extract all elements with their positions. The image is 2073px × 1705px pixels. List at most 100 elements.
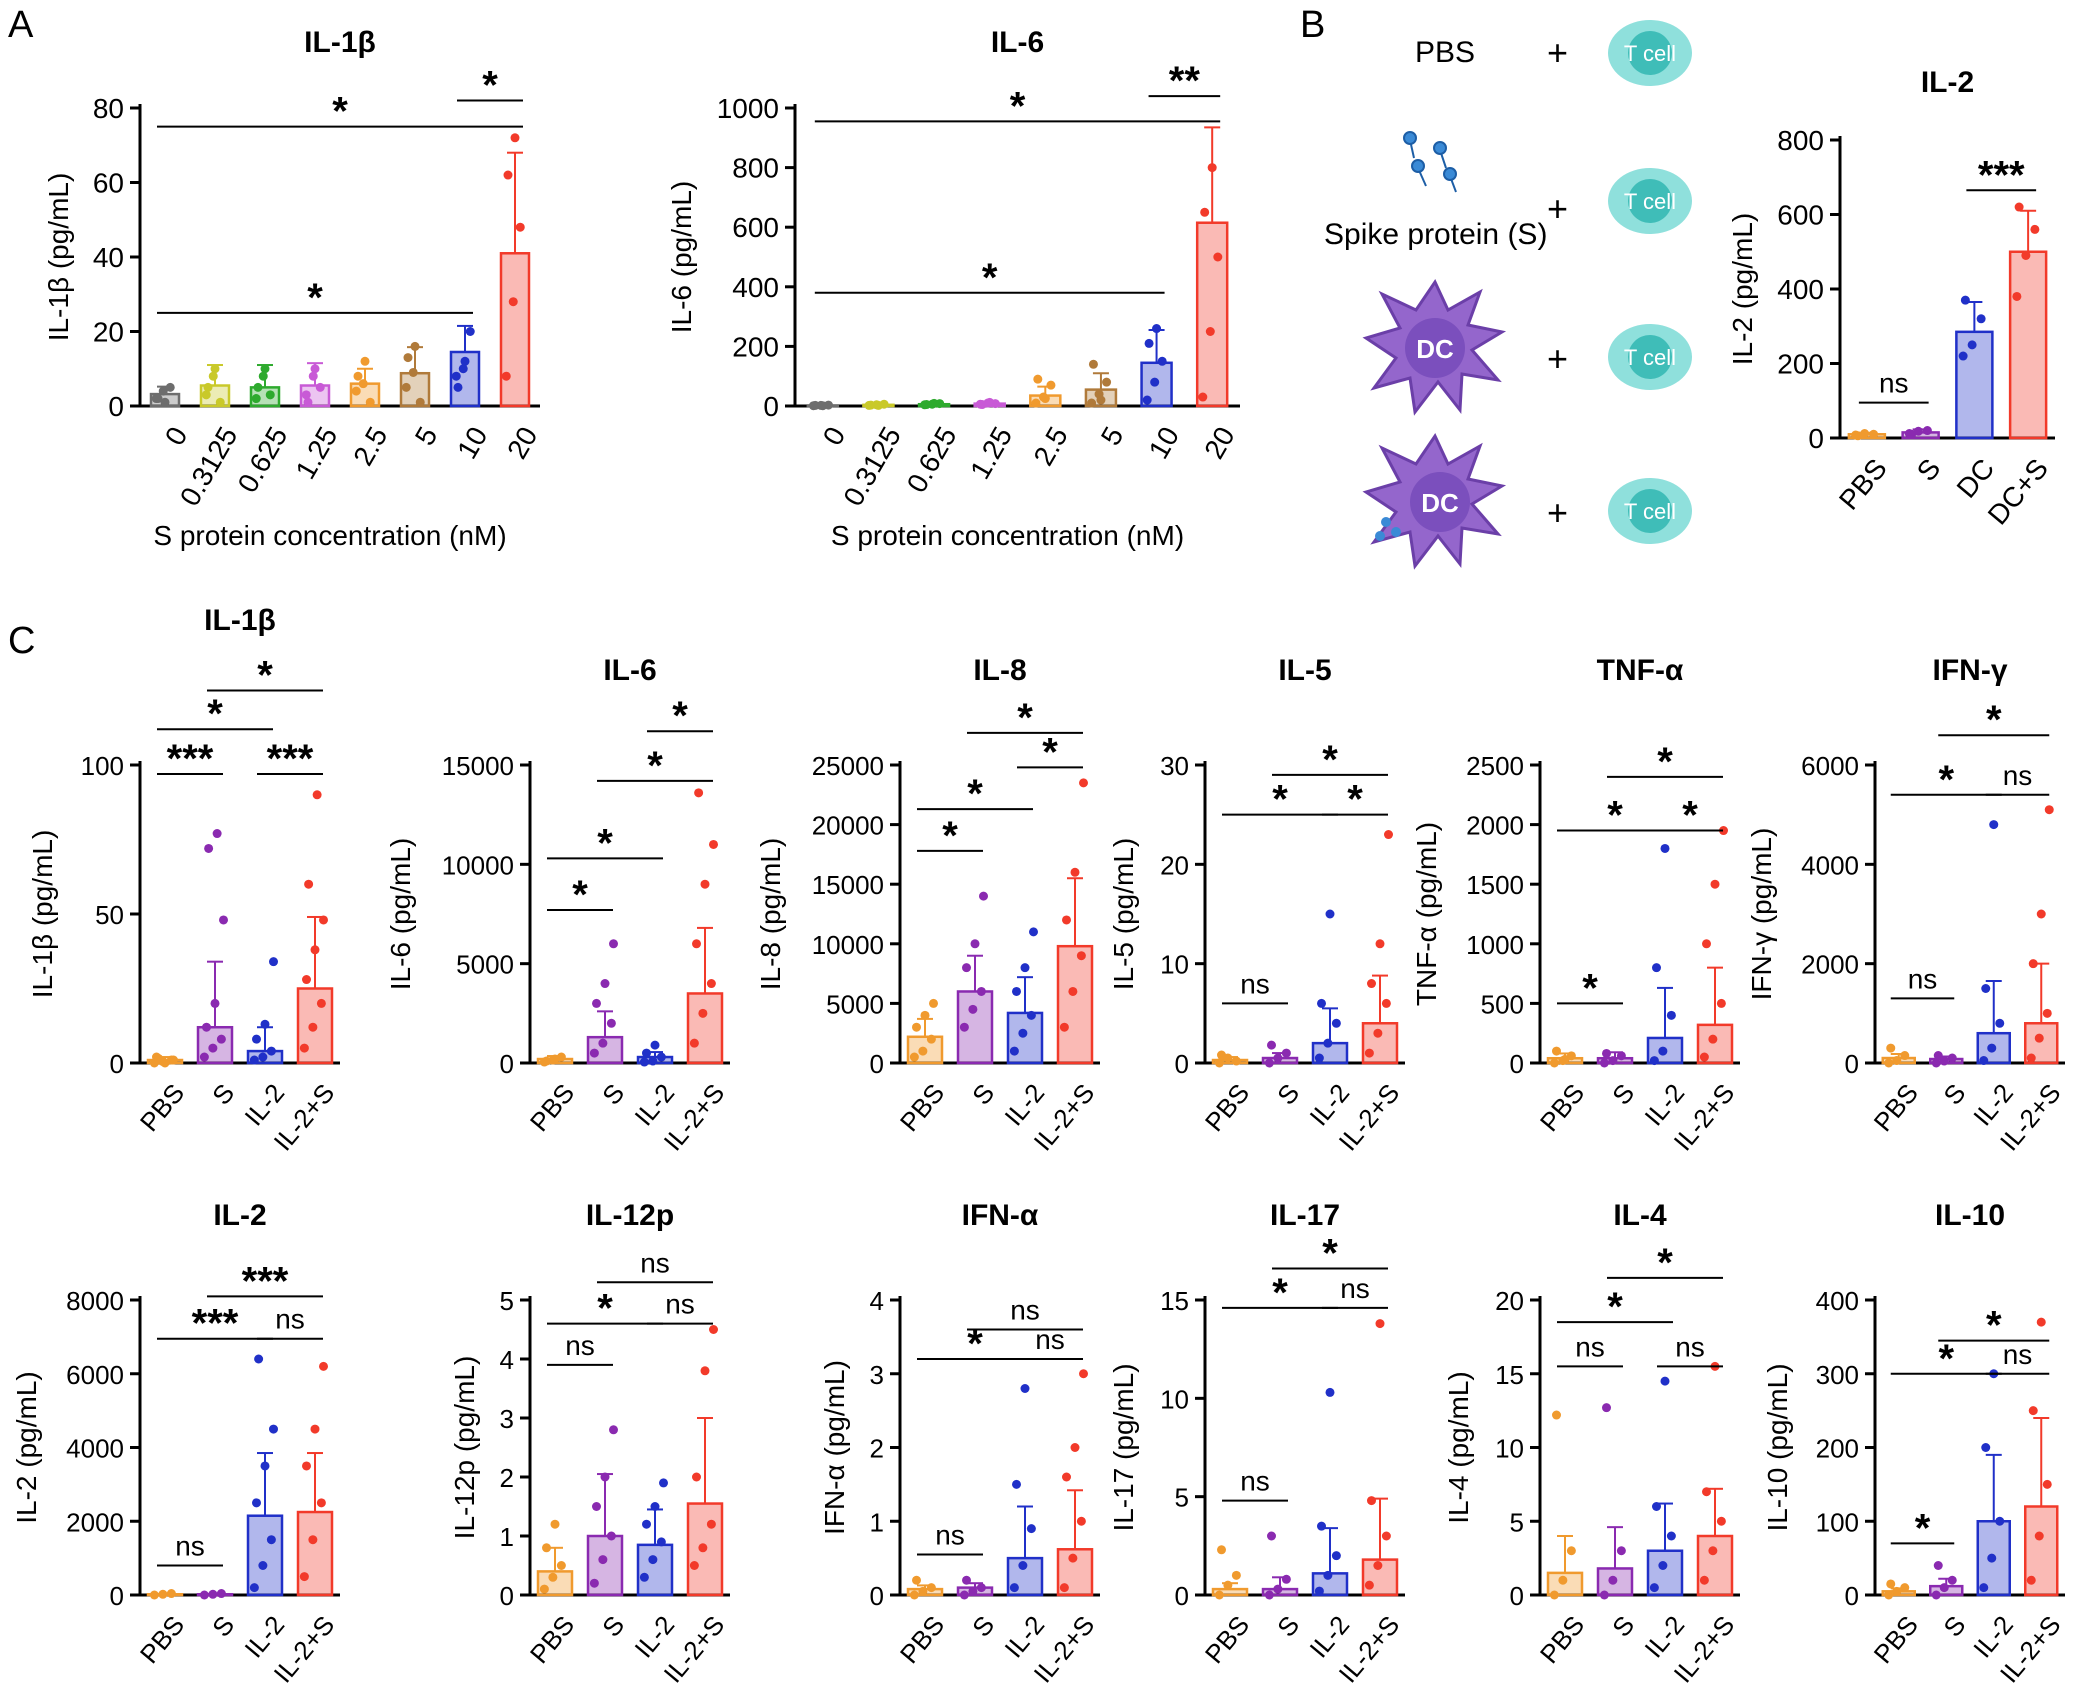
data-point: [1079, 1369, 1088, 1379]
y-tick-label: 20: [1495, 1286, 1524, 1316]
chart-title: IL-12p: [586, 1199, 674, 1232]
data-point: [609, 939, 618, 949]
y-tick-label: 60: [93, 168, 124, 199]
data-point: [1869, 429, 1879, 439]
significance-label: ns: [2003, 760, 2033, 791]
data-point: [962, 1575, 971, 1585]
t-cell-label: T cell: [1624, 41, 1676, 66]
x-tick-label: S: [966, 1078, 1000, 1111]
t-cell-label: T cell: [1624, 499, 1676, 524]
data-point: [260, 1461, 270, 1471]
data-point: [1264, 1058, 1274, 1068]
data-point: [706, 979, 716, 989]
chart-title: IL-5: [1278, 654, 1331, 687]
data-point: [1018, 1561, 1028, 1570]
data-point: [260, 364, 270, 374]
data-point: [1152, 324, 1162, 334]
data-point: [600, 1472, 610, 1482]
data-point: [1549, 1058, 1559, 1068]
y-tick-label: 6000: [66, 1360, 124, 1390]
data-point: [1281, 1574, 1291, 1584]
x-tick-label: 1.25: [289, 422, 343, 485]
data-point: [160, 397, 170, 407]
chart-title: IFN-α: [962, 1199, 1039, 1232]
data-point: [1314, 1053, 1324, 1063]
data-point: [1205, 327, 1215, 336]
x-tick-label: S: [206, 1610, 240, 1643]
y-tick-label: 1000: [1466, 930, 1524, 960]
data-point: [642, 1048, 651, 1058]
data-point: [1068, 1553, 1078, 1563]
y-tick-label: 200: [1777, 349, 1824, 380]
data-point: [1020, 963, 1030, 973]
t-cell-icon: T cell: [1608, 168, 1692, 234]
y-axis-label: IL-2 (pg/mL): [1727, 213, 1758, 366]
data-point: [252, 1498, 261, 1508]
y-tick-label: 2: [870, 1434, 884, 1464]
data-point: [692, 939, 701, 949]
data-point: [692, 1472, 701, 1482]
y-tick-label: 2: [500, 1463, 514, 1493]
data-point: [315, 382, 325, 392]
data-point: [1331, 1551, 1341, 1561]
data-point: [1608, 1575, 1618, 1585]
data-point: [548, 1572, 558, 1582]
data-point: [592, 1502, 601, 1511]
y-tick-label: 80: [93, 93, 124, 124]
y-axis-label: IL-8 (pg/mL): [755, 838, 786, 991]
y-tick-label: 5: [500, 1286, 514, 1316]
data-point: [266, 1535, 276, 1545]
data-point: [589, 1578, 599, 1588]
data-point: [1281, 1048, 1291, 1058]
data-point: [202, 1022, 211, 1032]
y-tick-label: 400: [1777, 274, 1824, 305]
significance-label: *: [672, 694, 688, 738]
data-point: [1273, 1053, 1283, 1063]
data-point: [1995, 1516, 2005, 1526]
data-point: [410, 341, 420, 351]
x-tick-label: PBS: [1199, 1078, 1255, 1137]
x-tick-label: PBS: [134, 1610, 190, 1669]
x-tick-label: PBS: [134, 1078, 190, 1137]
data-point: [592, 998, 601, 1008]
data-point: [1602, 1048, 1611, 1058]
significance-label: *: [1657, 740, 1673, 784]
data-point: [1157, 356, 1167, 366]
data-point: [1317, 1521, 1326, 1531]
x-tick-label: 20: [501, 422, 543, 464]
x-tick-label: PBS: [1534, 1610, 1590, 1669]
data-point: [154, 1054, 164, 1064]
data-point: [1267, 1531, 1276, 1541]
y-tick-label: 100: [81, 751, 124, 781]
data-point: [1979, 1583, 1989, 1593]
plus-sign: +: [1547, 338, 1569, 379]
data-point: [308, 371, 318, 381]
y-axis-label: IL-2 (pg/mL): [11, 1371, 42, 1524]
y-tick-label: 10: [1160, 950, 1189, 980]
data-point: [360, 356, 370, 366]
bar: [1696, 1534, 1734, 1597]
y-tick-label: 1500: [1466, 870, 1524, 900]
data-point: [1719, 826, 1728, 836]
data-point: [1142, 395, 1152, 405]
data-point: [598, 1038, 608, 1048]
data-point: [258, 1561, 268, 1570]
data-point: [2030, 224, 2040, 234]
data-point: [539, 1584, 549, 1594]
y-axis-label: IL-1β (pg/mL): [43, 173, 74, 342]
bar: [1195, 221, 1229, 408]
significance-label: ns: [1575, 1331, 1605, 1362]
x-tick-label: PBS: [1534, 1078, 1590, 1137]
data-point: [1716, 998, 1726, 1008]
significance-label: *: [1682, 794, 1698, 838]
data-point: [976, 986, 986, 996]
data-point: [201, 390, 211, 400]
data-point: [700, 1366, 710, 1376]
data-point: [199, 1590, 209, 1600]
data-point: [351, 386, 361, 396]
data-point: [1200, 207, 1210, 217]
data-point: [310, 1424, 320, 1434]
data-point: [2044, 805, 2054, 815]
data-point: [458, 364, 468, 374]
